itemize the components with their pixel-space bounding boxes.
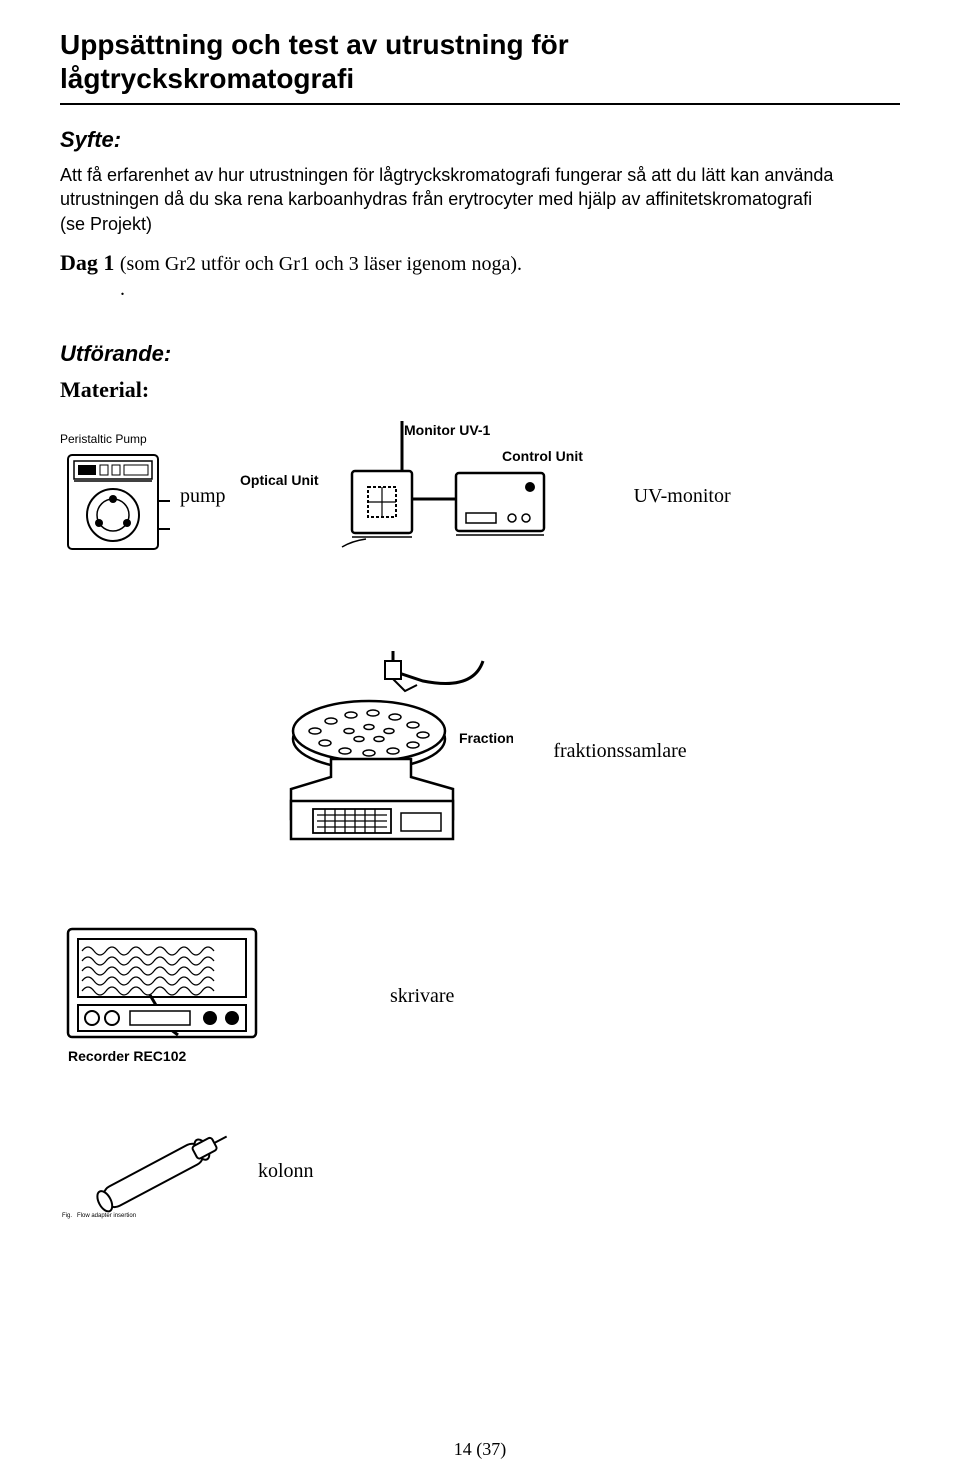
page-title: Uppsättning och test av utrustning för l…	[60, 28, 900, 95]
title-line-1: Uppsättning och test av utrustning för	[60, 29, 569, 60]
row-fraction-collector: Fraction Collector FRAC-100 fraktionssam…	[60, 651, 900, 851]
title-line-2: lågtryckskromatografi	[60, 63, 354, 94]
row-recorder: Recorder REC102 skrivare	[60, 921, 900, 1071]
utforande-heading: Utförande:	[60, 341, 900, 367]
material-heading: Material:	[60, 377, 900, 403]
skrivare-label: skrivare	[390, 985, 454, 1008]
column-icon: Fig. Flow adapter insertion	[60, 1121, 230, 1221]
recorder-icon: Recorder REC102	[60, 921, 290, 1071]
document-page: Uppsättning och test av utrustning för l…	[0, 0, 960, 1484]
dag-label: Dag 1	[60, 250, 120, 275]
lone-period: .	[120, 278, 900, 301]
column-fineprint: Fig. Flow adapter insertion	[62, 1213, 136, 1219]
fraktionssamlare-label: fraktionssamlare	[553, 740, 686, 763]
dag-rest: (som Gr2 utför och Gr1 och 3 läser igeno…	[120, 253, 522, 275]
control-unit-caption: Control Unit	[502, 448, 583, 464]
row-kolonn: Fig. Flow adapter insertion kolonn	[60, 1121, 900, 1221]
optical-unit-caption: Optical Unit	[240, 472, 319, 488]
uv-monitor-label: UV-monitor	[634, 485, 731, 508]
kolonn-label: kolonn	[258, 1160, 314, 1183]
pump-label: pump	[180, 485, 226, 508]
title-underline	[60, 103, 900, 105]
page-number: 14 (37)	[0, 1439, 960, 1460]
fraction-collector-icon: Fraction Collector FRAC-100	[273, 651, 513, 851]
pump-block: Peristaltic Pump	[60, 431, 226, 561]
syfte-heading: Syfte:	[60, 127, 900, 153]
dag-line: Dag 1 (som Gr2 utför och Gr1 och 3 läser…	[60, 250, 900, 276]
recorder-caption: Recorder REC102	[68, 1048, 186, 1064]
uv-monitor-diagram-icon: Monitor UV-1 Optical Unit Control Unit	[234, 421, 594, 571]
row-pump-uv: Peristaltic Pump	[60, 421, 900, 571]
syfte-body: Att få erfarenhet av hur utrustningen fö…	[60, 163, 840, 236]
peristaltic-pump-icon: Peristaltic Pump	[60, 431, 180, 561]
fraction-collector-wrap: Fraction Collector FRAC-100 fraktionssam…	[273, 651, 686, 851]
fraction-collector-caption: Fraction Collector FRAC-100	[459, 730, 513, 746]
peristaltic-pump-caption: Peristaltic Pump	[60, 432, 147, 446]
monitor-uv1-caption: Monitor UV-1	[404, 422, 491, 438]
